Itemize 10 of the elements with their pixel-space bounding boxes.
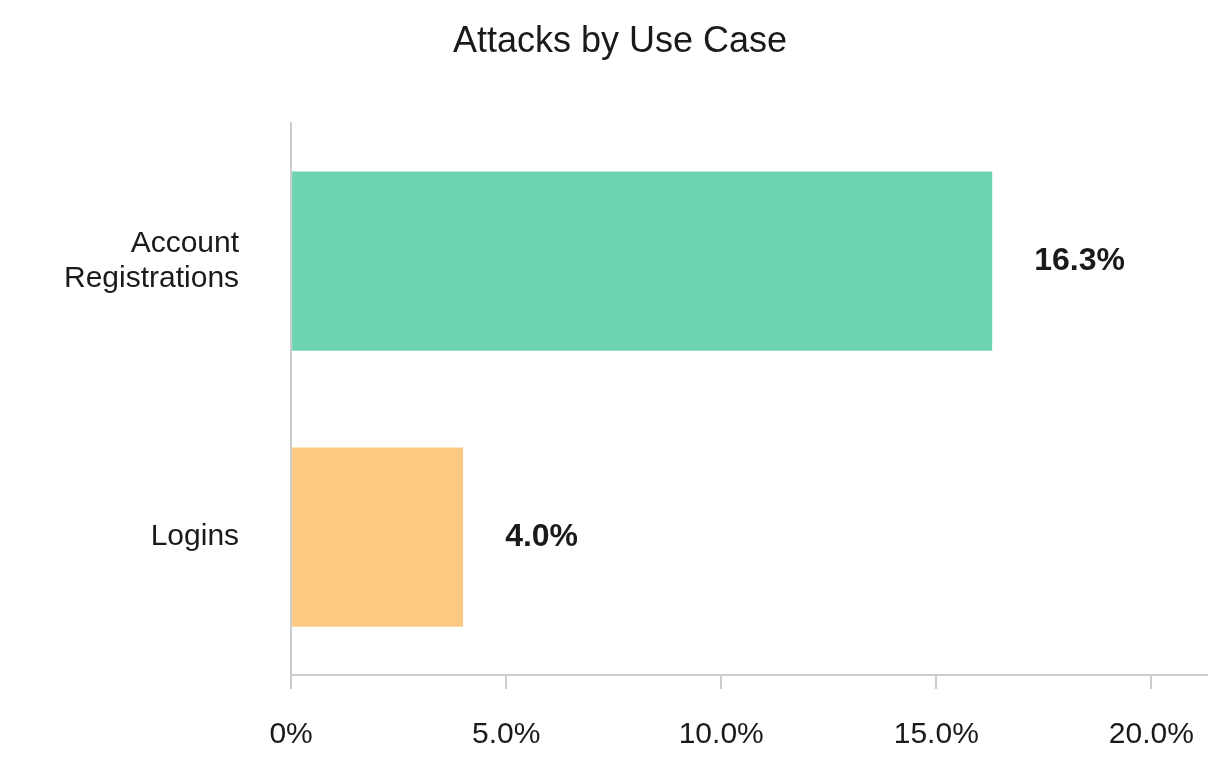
data-label: 16.3% (1034, 240, 1125, 277)
x-tick-label: 10.0% (678, 716, 764, 750)
x-tick-label: 20.0% (1108, 716, 1194, 750)
x-tick-label: 5.0% (471, 716, 541, 750)
x-tick-label: 0% (269, 716, 313, 750)
chart-title: Attacks by Use Case (452, 18, 788, 60)
data-label: 4.0% (505, 516, 579, 553)
x-tick-label: 15.0% (893, 716, 979, 750)
y-tick-label: Logins (150, 518, 240, 552)
y-tick-label: Account Registrations (64, 225, 240, 293)
